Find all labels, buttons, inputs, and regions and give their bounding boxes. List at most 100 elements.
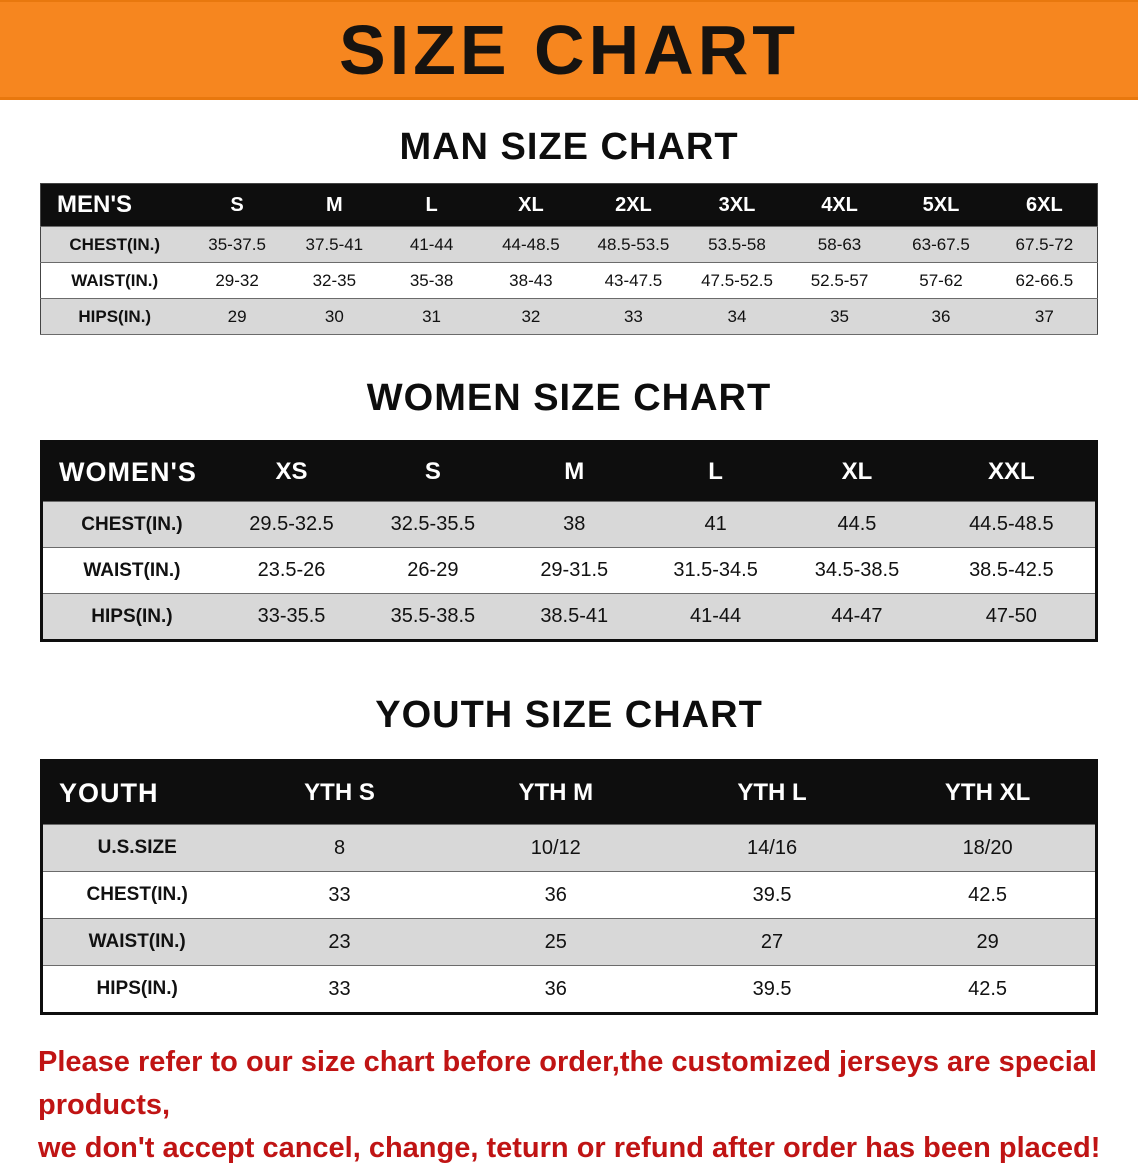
header-cell: XL <box>786 441 928 502</box>
table-cell: 47-50 <box>985 605 1037 627</box>
row-label: CHEST(IN.) <box>86 884 188 905</box>
men-section-heading: MAN SIZE CHART <box>399 126 739 168</box>
header-cell: XL <box>480 183 582 227</box>
table-cell: 8 <box>333 836 346 859</box>
men-header-row: MEN'S S M L XL 2XL 3XL 4XL 5XL 6XL <box>40 183 1098 227</box>
table-cell: 42.5 <box>968 977 1008 1000</box>
table-cell: 27 <box>760 930 784 953</box>
table-cell: 37.5-41 <box>305 234 364 254</box>
disclaimer-line-1: Please refer to our size chart before or… <box>38 1046 1097 1121</box>
table-cell: 37 <box>1034 306 1054 326</box>
header-cell: YTH L <box>663 760 881 825</box>
youth-size-table: YOUTH YTH S YTH M YTH L YTH XL U.S.SIZE … <box>40 759 1098 1015</box>
table-cell: 33 <box>328 977 351 1000</box>
table-cell: 41 <box>704 513 727 535</box>
table-row: WAIST(IN.) 23 25 27 29 <box>41 918 1097 966</box>
table-cell: 23.5-26 <box>257 559 326 581</box>
table-cell: 33-35.5 <box>257 605 326 627</box>
table-cell: 30 <box>324 306 344 326</box>
header-cell: YOUTH <box>41 760 232 825</box>
table-cell: 57-62 <box>919 270 963 290</box>
table-cell: 14/16 <box>747 836 798 859</box>
row-label: HIPS(IN.) <box>96 978 178 999</box>
table-row: U.S.SIZE 8 10/12 14/16 18/20 <box>41 824 1097 872</box>
women-section-heading: WOMEN SIZE CHART <box>366 377 772 419</box>
table-cell: 38-43 <box>509 270 553 290</box>
table-cell: 31 <box>422 306 442 326</box>
table-cell: 48.5-53.5 <box>597 234 670 254</box>
table-cell: 44-48.5 <box>502 234 560 254</box>
table-row: HIPS(IN.) 29 30 31 32 33 34 35 36 37 <box>40 298 1098 335</box>
table-cell: 67.5-72 <box>1015 234 1074 254</box>
table-cell: 29-31.5 <box>540 559 609 581</box>
table-cell: 58-63 <box>817 234 862 254</box>
header-cell: 2XL <box>581 183 686 227</box>
table-cell: 35-38 <box>409 270 454 290</box>
table-cell: 41-44 <box>690 605 742 627</box>
table-cell: 52.5-57 <box>810 270 869 290</box>
table-cell: 23 <box>328 930 351 953</box>
women-header-row: WOMEN'S XS S M L XL XXL <box>41 441 1097 502</box>
header-cell: MEN'S <box>40 183 189 227</box>
table-cell: 29-32 <box>215 270 259 290</box>
table-cell: 35.5-38.5 <box>390 605 476 627</box>
table-cell: 39.5 <box>752 977 792 1000</box>
table-cell: 38 <box>563 513 586 535</box>
disclaimer-line-2: we don't accept cancel, change, teturn o… <box>38 1132 1101 1164</box>
table-cell: 47.5-52.5 <box>701 270 773 290</box>
table-row: HIPS(IN.) 33-35.5 35.5-38.5 38.5-41 41-4… <box>41 593 1097 641</box>
header-cell: XS <box>220 441 363 502</box>
table-cell: 32-35 <box>312 270 357 290</box>
header-cell: 6XL <box>991 183 1098 227</box>
table-cell: 44.5 <box>837 513 877 535</box>
table-cell: 36 <box>544 883 567 906</box>
table-cell: 35 <box>830 306 849 326</box>
women-section: WOMEN SIZE CHART WOMEN'S XS S M L XL XXL <box>0 377 1138 642</box>
table-cell: 62-66.5 <box>1015 270 1074 290</box>
table-cell: 29.5-32.5 <box>249 513 334 535</box>
table-cell: 36 <box>544 977 567 1000</box>
header-cell: L <box>644 441 787 502</box>
table-cell: 38.5-42.5 <box>969 559 1054 581</box>
header-cell: YTH S <box>231 760 448 825</box>
header-cell: S <box>362 441 504 502</box>
header-cell: S <box>188 183 286 227</box>
table-cell: 38.5-41 <box>540 605 609 627</box>
table-row: CHEST(IN.) 33 36 39.5 42.5 <box>41 871 1097 919</box>
header-cell: 3XL <box>685 183 789 227</box>
header-cell: M <box>503 441 645 502</box>
header-cell: YTH XL <box>880 760 1097 825</box>
page-title: SIZE CHART <box>339 10 799 89</box>
header-cell: 5XL <box>890 183 992 227</box>
row-label: HIPS(IN.) <box>78 306 152 326</box>
table-cell: 41-44 <box>409 234 454 254</box>
row-label: CHEST(IN.) <box>69 234 161 254</box>
table-cell: 36 <box>931 306 951 326</box>
table-cell: 63-67.5 <box>912 234 970 254</box>
disclaimer-note: Please refer to our size chart before or… <box>38 1041 1138 1170</box>
table-cell: 39.5 <box>752 883 792 906</box>
men-section: MAN SIZE CHART MEN'S S M L XL 2XL 3XL 4X… <box>0 126 1138 335</box>
table-cell: 31.5-34.5 <box>673 559 758 581</box>
youth-section-heading: YOUTH SIZE CHART <box>375 694 763 736</box>
women-size-table: WOMEN'S XS S M L XL XXL CHEST(IN.) 29.5-… <box>40 440 1098 642</box>
table-cell: 43-47.5 <box>604 270 663 290</box>
table-cell: 35-37.5 <box>208 234 266 254</box>
row-label: CHEST(IN.) <box>81 513 183 535</box>
table-cell: 32 <box>521 306 541 326</box>
header-cell: WOMEN'S <box>41 441 221 502</box>
table-cell: 32.5-35.5 <box>390 513 476 535</box>
table-cell: 33 <box>328 883 351 906</box>
table-row: WAIST(IN.) 29-32 32-35 35-38 38-43 43-47… <box>40 262 1098 299</box>
table-cell: 44.5-48.5 <box>969 513 1054 535</box>
row-label: WAIST(IN.) <box>88 931 186 952</box>
table-cell: 34 <box>727 306 747 326</box>
table-row: WAIST(IN.) 23.5-26 26-29 29-31.5 31.5-34… <box>41 547 1097 594</box>
header-cell: YTH M <box>447 760 664 825</box>
row-label: WAIST(IN.) <box>71 270 159 290</box>
header-cell: L <box>382 183 481 227</box>
table-cell: 44-47 <box>831 605 883 627</box>
table-cell: 26-29 <box>407 559 459 581</box>
table-cell: 53.5-58 <box>708 234 766 254</box>
